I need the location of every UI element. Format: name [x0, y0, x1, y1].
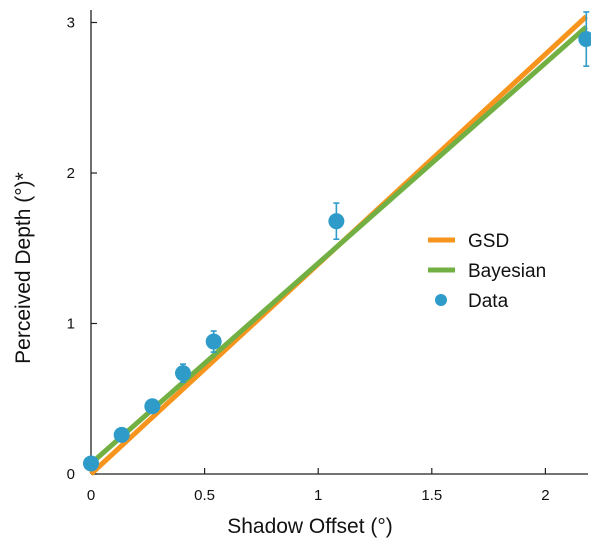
data-point [205, 333, 222, 350]
legend-swatch-data [435, 294, 447, 306]
data-point [175, 365, 192, 382]
ticks: 0 0.5 1 1.5 2 0 1 2 3 [67, 15, 550, 505]
data-point [144, 398, 161, 415]
x-tick-label: 0.5 [194, 487, 215, 504]
data-points [83, 11, 591, 472]
data-point [83, 455, 99, 472]
series [89, 14, 588, 476]
y-tick-label: 0 [67, 466, 75, 483]
x-tick-label: 1 [314, 487, 322, 504]
y-tick-label: 3 [67, 15, 75, 32]
y-tick-label: 1 [67, 316, 75, 333]
legend-label-bayesian: Bayesian [468, 261, 546, 282]
legend-label-gsd: GSD [468, 231, 509, 252]
series-line-bayesian [89, 25, 588, 466]
data-point [578, 31, 591, 48]
axes [90, 10, 588, 475]
x-tick-label: 2 [541, 487, 549, 504]
data-point [328, 213, 345, 230]
legend: GSD Bayesian Data [428, 231, 546, 312]
y-tick-label: 2 [67, 165, 75, 182]
data-point [113, 426, 130, 443]
x-tick-label: 1.5 [421, 487, 442, 504]
x-axis-title: Shadow Offset (°) [227, 515, 393, 538]
x-tick-label: 0 [87, 487, 95, 504]
y-axis-title: Perceived Depth (°)* [12, 172, 35, 364]
legend-label-data: Data [468, 291, 509, 312]
